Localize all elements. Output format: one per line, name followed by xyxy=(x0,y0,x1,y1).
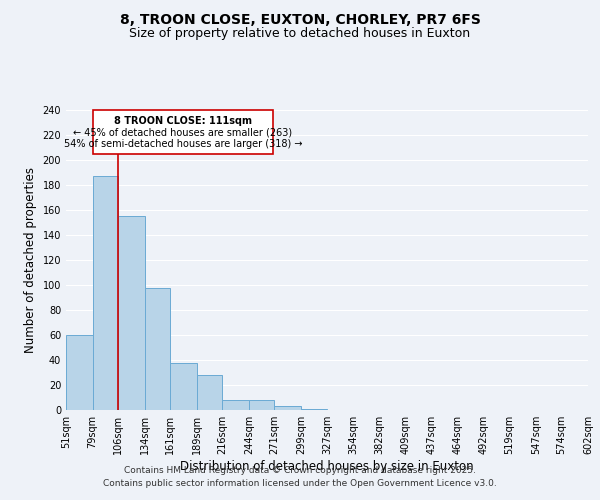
Bar xyxy=(197,375,223,410)
Bar xyxy=(92,110,274,154)
Bar xyxy=(170,362,197,410)
Bar xyxy=(145,288,170,410)
Text: Contains HM Land Registry data © Crown copyright and database right 2025.
Contai: Contains HM Land Registry data © Crown c… xyxy=(103,466,497,487)
Bar xyxy=(223,400,249,410)
X-axis label: Distribution of detached houses by size in Euxton: Distribution of detached houses by size … xyxy=(180,460,474,473)
Text: ← 45% of detached houses are smaller (263): ← 45% of detached houses are smaller (26… xyxy=(73,128,293,138)
Bar xyxy=(249,400,274,410)
Bar xyxy=(301,409,328,410)
Y-axis label: Number of detached properties: Number of detached properties xyxy=(24,167,37,353)
Bar xyxy=(92,176,118,410)
Bar xyxy=(118,216,145,410)
Text: Size of property relative to detached houses in Euxton: Size of property relative to detached ho… xyxy=(130,28,470,40)
Text: 8, TROON CLOSE, EUXTON, CHORLEY, PR7 6FS: 8, TROON CLOSE, EUXTON, CHORLEY, PR7 6FS xyxy=(119,12,481,26)
Text: 54% of semi-detached houses are larger (318) →: 54% of semi-detached houses are larger (… xyxy=(64,138,302,149)
Text: 8 TROON CLOSE: 111sqm: 8 TROON CLOSE: 111sqm xyxy=(114,116,252,126)
Bar xyxy=(66,335,92,410)
Bar xyxy=(274,406,301,410)
